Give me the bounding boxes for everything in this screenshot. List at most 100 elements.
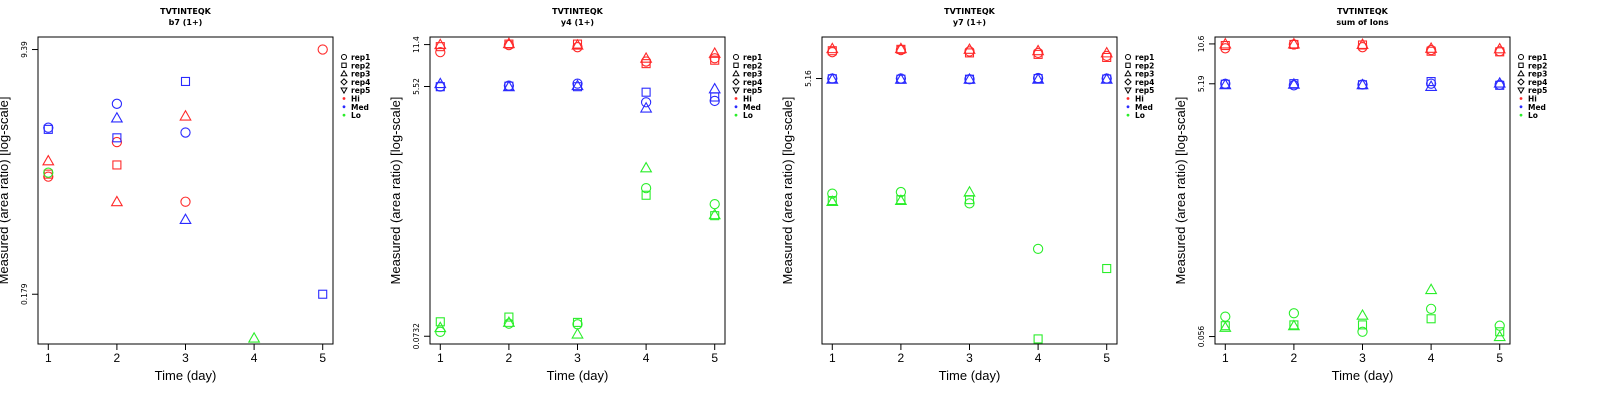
legend-label: Hi <box>351 95 360 104</box>
data-point-lo <box>709 199 720 210</box>
x-tick-label: 5 <box>1103 351 1110 365</box>
legend-item-med: Med <box>1126 103 1153 112</box>
data-point-hi <box>1032 47 1044 59</box>
chart-title: TVTINTEQK <box>552 7 604 16</box>
legend-label: rep1 <box>351 53 370 62</box>
data-point-med <box>894 72 908 84</box>
legend-marker <box>732 78 740 86</box>
data-point-hi <box>572 39 583 49</box>
x-tick-label: 5 <box>319 351 326 365</box>
legend-item-rep2: rep2 <box>341 61 370 70</box>
legend-label: Hi <box>743 95 752 104</box>
data-point-med <box>641 87 651 97</box>
data-point-lo <box>435 317 445 327</box>
legend-item-hi: Hi <box>1126 95 1144 104</box>
data-point-hi <box>1220 43 1231 54</box>
data-point-hi <box>571 38 584 50</box>
legend-marker <box>342 105 346 109</box>
legend-marker <box>1517 69 1525 77</box>
data-point-med <box>1219 78 1232 90</box>
y-axis-label: Measured (area ratio) [log-scale] <box>0 97 11 285</box>
legend-marker <box>1519 105 1523 109</box>
data-point-hi <box>827 47 838 58</box>
data-point-lo <box>708 208 721 220</box>
y-tick-label: 0.056 <box>1197 326 1206 348</box>
legend-marker <box>732 53 740 61</box>
legend-label: rep1 <box>743 53 762 62</box>
x-tick-label: 3 <box>966 351 973 365</box>
legend-item-med: Med <box>1519 103 1546 112</box>
data-point-hi <box>964 46 975 57</box>
chart-subtitle: y7 (1+) <box>953 18 986 27</box>
data-point-med <box>709 95 720 107</box>
legend-label: Lo <box>1528 111 1538 120</box>
data-point-lo <box>710 211 720 221</box>
x-tick-label: 2 <box>114 351 121 365</box>
data-point-lo <box>894 194 908 206</box>
legend-item-lo: Lo <box>1126 111 1145 120</box>
legend-item-rep4: rep4 <box>732 78 762 87</box>
legend-marker <box>340 69 348 77</box>
data-point-hi <box>434 38 447 50</box>
data-point-lo <box>826 195 839 206</box>
data-point-hi <box>710 55 720 65</box>
data-point-med <box>435 81 446 92</box>
legend-marker <box>1519 113 1523 117</box>
data-point-hi <box>1102 52 1112 63</box>
x-axis-label: Time (day) <box>547 368 609 383</box>
legend-marker <box>1517 53 1525 61</box>
data-point-lo <box>641 190 651 200</box>
data-point-lo <box>434 321 447 333</box>
data-point-med <box>435 82 445 92</box>
chart-panel-1: TVTINTEQK b7 (1+) 1 2 3 4 5 Time (day) 0.179 9.39… <box>0 7 370 383</box>
data-point-hi <box>1426 46 1436 56</box>
data-point-med <box>571 79 584 91</box>
legend-marker <box>1124 53 1132 61</box>
legend-label: rep2 <box>351 61 370 70</box>
legend-item-med: Med <box>342 103 369 112</box>
legend-label: rep3 <box>351 70 370 79</box>
legend-label: rep2 <box>1135 61 1154 70</box>
y-tick-label: 5.16 <box>804 70 813 87</box>
data-point-lo <box>1424 283 1438 295</box>
data-point-med <box>180 127 191 138</box>
data-point-med <box>43 124 53 134</box>
legend-marker <box>732 69 740 77</box>
data-point-lo <box>1426 314 1436 324</box>
data-point-hi <box>43 171 54 182</box>
data-point-lo <box>1356 308 1369 320</box>
legend-label: rep4 <box>1528 78 1547 87</box>
data-point-lo <box>503 318 515 329</box>
legend-marker <box>734 97 738 100</box>
chart-title: TVTINTEQK <box>1337 7 1389 16</box>
data-point-lo <box>1494 320 1505 331</box>
chart-subtitle: b7 (1+) <box>169 18 203 27</box>
legend-marker <box>1124 87 1132 95</box>
data-point-med <box>1100 72 1113 84</box>
y-tick-label: 5.19 <box>1197 75 1206 92</box>
legend-item-rep3: rep3 <box>340 69 370 79</box>
plot-frame <box>1214 36 1511 345</box>
y-tick-label: 5.52 <box>412 78 421 95</box>
legend-item-rep2: rep2 <box>733 61 762 70</box>
x-tick-label: 3 <box>182 351 189 365</box>
legend-marker <box>1126 113 1130 117</box>
y-axis-label: Measured (area ratio) [log-scale] <box>388 97 403 285</box>
chart-subtitle: y4 (1+) <box>561 18 594 27</box>
data-point-med <box>1424 80 1438 91</box>
data-point-lo <box>504 312 514 322</box>
plot-frame <box>37 36 334 345</box>
data-point-hi <box>709 53 720 64</box>
x-tick-label: 1 <box>1222 351 1229 365</box>
data-point-med <box>1493 76 1506 88</box>
data-point-hi <box>641 59 651 69</box>
data-point-med <box>1288 80 1300 91</box>
legend-item-rep4: rep4 <box>1517 78 1547 87</box>
chart-subtitle: sum of Ions <box>1336 18 1389 27</box>
legend-label: rep4 <box>1135 78 1154 87</box>
data-point-hi <box>42 154 55 166</box>
legend-label: Lo <box>1135 111 1145 120</box>
legend-label: Hi <box>1135 95 1144 104</box>
data-point-lo <box>247 331 261 343</box>
